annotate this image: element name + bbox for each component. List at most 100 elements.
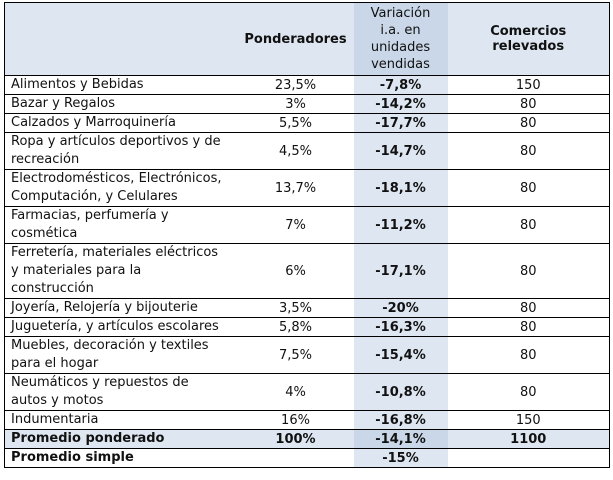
header-ponderadores: Ponderadores bbox=[237, 2, 354, 76]
table-row: Bazar y Regalos 3% -14,2% 80 bbox=[4, 94, 610, 114]
promedio-simple-com-empty bbox=[447, 448, 610, 468]
row-category-line: Bazar y Regalos bbox=[11, 96, 115, 111]
row-category: Neumáticos y repuestos de autos y motos bbox=[4, 373, 238, 411]
row-category-line: y materiales para la bbox=[11, 263, 142, 278]
table-row: Alimentos y Bebidas 23,5% -7,8% 150 bbox=[4, 75, 610, 95]
row-category-line: Ropa y artículos deportivos y de bbox=[11, 134, 221, 149]
row-ponderador: 7,5% bbox=[237, 336, 354, 374]
header-comercios-line: relevados bbox=[492, 39, 565, 54]
row-variacion: -17,7% bbox=[353, 113, 448, 133]
row-category-line: Muebles, decoración y textiles bbox=[11, 338, 209, 353]
table-body: Alimentos y Bebidas 23,5% -7,8% 150 Bazar y … bbox=[4, 75, 610, 430]
row-variacion: -11,2% bbox=[353, 206, 448, 244]
row-category: Ropa y artículos deportivos y de recreaci… bbox=[4, 132, 238, 170]
row-ponderador: 4,5% bbox=[237, 132, 354, 170]
row-ponderador: 4% bbox=[237, 373, 354, 411]
row-category: Indumentaria bbox=[4, 410, 238, 430]
table-row: Calzados y Marroquinería 5,5% -17,7% 80 bbox=[4, 113, 610, 133]
row-comercios: 80 bbox=[447, 298, 610, 318]
table-row: Electrodomésticos, Electrónicos, Computac… bbox=[4, 169, 610, 207]
row-comercios: 150 bbox=[447, 410, 610, 430]
row-comercios: 150 bbox=[447, 75, 610, 95]
row-category-line: Joyería, Relojería y bijouterie bbox=[11, 300, 198, 315]
row-category: Joyería, Relojería y bijouterie bbox=[4, 298, 238, 318]
row-comercios: 80 bbox=[447, 336, 610, 374]
row-comercios: 80 bbox=[447, 373, 610, 411]
row-category-line: Juguetería, y artículos escolares bbox=[11, 319, 219, 334]
promedio-ponderado-var: -14,1% bbox=[353, 429, 448, 449]
row-ponderador: 16% bbox=[237, 410, 354, 430]
row-ponderador: 3,5% bbox=[237, 298, 354, 318]
row-comercios: 80 bbox=[447, 317, 610, 337]
row-category: Ferretería, materiales eléctricos y mater… bbox=[4, 243, 238, 299]
row-variacion: -10,8% bbox=[353, 373, 448, 411]
row-category: Juguetería, y artículos escolares bbox=[4, 317, 238, 337]
table-row: Indumentaria 16% -16,8% 150 bbox=[4, 410, 610, 430]
row-comercios: 80 bbox=[447, 94, 610, 114]
row-comercios: 80 bbox=[447, 243, 610, 299]
table-row: Joyería, Relojería y bijouterie 3,5% -20% 8… bbox=[4, 298, 610, 318]
row-category-line: Indumentaria bbox=[11, 412, 99, 427]
row-ponderador: 23,5% bbox=[237, 75, 354, 95]
row-category-line: Calzados y Marroquinería bbox=[11, 115, 176, 130]
row-variacion: -7,8% bbox=[353, 75, 448, 95]
row-variacion: -15,4% bbox=[353, 336, 448, 374]
row-category-line: Computación, y Celulares bbox=[11, 189, 178, 204]
promedio-ponderado-row: Promedio ponderado 100% -14,1% 1100 bbox=[4, 429, 610, 449]
row-variacion: -18,1% bbox=[353, 169, 448, 207]
table-row: Muebles, decoración y textiles para el ho… bbox=[4, 336, 610, 374]
row-category: Muebles, decoración y textiles para el ho… bbox=[4, 336, 238, 374]
header-comercios-line: Comercios bbox=[490, 24, 567, 39]
table-row: Ferretería, materiales eléctricos y mater… bbox=[4, 243, 610, 299]
row-category-line: Farmacias, perfumería y bbox=[11, 208, 169, 223]
promedio-simple-var: -15% bbox=[353, 448, 448, 468]
row-variacion: -20% bbox=[353, 298, 448, 318]
header-variacion-line: unidades bbox=[370, 40, 431, 55]
row-variacion: -14,7% bbox=[353, 132, 448, 170]
row-ponderador: 5,5% bbox=[237, 113, 354, 133]
row-comercios: 80 bbox=[447, 206, 610, 244]
header-variacion-line: i.a. en bbox=[380, 23, 421, 38]
row-category-line: Alimentos y Bebidas bbox=[11, 77, 144, 92]
promedio-simple-row: Promedio simple -15% bbox=[4, 448, 610, 468]
row-category: Electrodomésticos, Electrónicos, Computac… bbox=[4, 169, 238, 207]
row-category: Calzados y Marroquinería bbox=[4, 113, 238, 133]
table-row: Neumáticos y repuestos de autos y motos 4%… bbox=[4, 373, 610, 411]
promedio-ponderado-label: Promedio ponderado bbox=[4, 429, 238, 449]
header-row: Ponderadores Variación i.a. en unidades … bbox=[4, 2, 610, 76]
row-variacion: -16,3% bbox=[353, 317, 448, 337]
row-comercios: 80 bbox=[447, 132, 610, 170]
row-ponderador: 6% bbox=[237, 243, 354, 299]
row-variacion: -16,8% bbox=[353, 410, 448, 430]
row-ponderador: 5,8% bbox=[237, 317, 354, 337]
header-variacion-line: vendidas bbox=[371, 57, 430, 72]
row-variacion: -17,1% bbox=[353, 243, 448, 299]
table-row: Farmacias, perfumería y cosmética 7% -11,2%… bbox=[4, 206, 610, 244]
row-ponderador: 13,7% bbox=[237, 169, 354, 207]
header-variacion: Variación i.a. en unidades vendidas bbox=[353, 2, 448, 76]
row-category: Farmacias, perfumería y cosmética bbox=[4, 206, 238, 244]
row-comercios: 80 bbox=[447, 113, 610, 133]
sales-variation-table: Ponderadores Variación i.a. en unidades … bbox=[4, 2, 610, 468]
header-category-empty bbox=[4, 2, 238, 76]
row-ponderador: 3% bbox=[237, 94, 354, 114]
row-variacion: -14,2% bbox=[353, 94, 448, 114]
row-category-line: cosmética bbox=[11, 226, 78, 241]
row-category-line: autos y motos bbox=[11, 393, 104, 408]
header-variacion-line: Variación bbox=[370, 6, 431, 21]
row-category: Alimentos y Bebidas bbox=[4, 75, 238, 95]
row-category-line: Ferretería, materiales eléctricos bbox=[11, 245, 219, 260]
promedio-simple-pond-empty bbox=[237, 448, 354, 468]
promedio-ponderado-com: 1100 bbox=[447, 429, 610, 449]
row-comercios: 80 bbox=[447, 169, 610, 207]
header-comercios: Comercios relevados bbox=[447, 2, 610, 76]
row-category-line: recreación bbox=[11, 152, 80, 167]
row-category: Bazar y Regalos bbox=[4, 94, 238, 114]
table-row: Ropa y artículos deportivos y de recreaci… bbox=[4, 132, 610, 170]
promedio-ponderado-pond: 100% bbox=[237, 429, 354, 449]
row-category-line: para el hogar bbox=[11, 356, 99, 371]
row-category-line: Neumáticos y repuestos de bbox=[11, 375, 189, 390]
row-category-line: construcción bbox=[11, 281, 94, 296]
table-row: Juguetería, y artículos escolares 5,8% -16… bbox=[4, 317, 610, 337]
